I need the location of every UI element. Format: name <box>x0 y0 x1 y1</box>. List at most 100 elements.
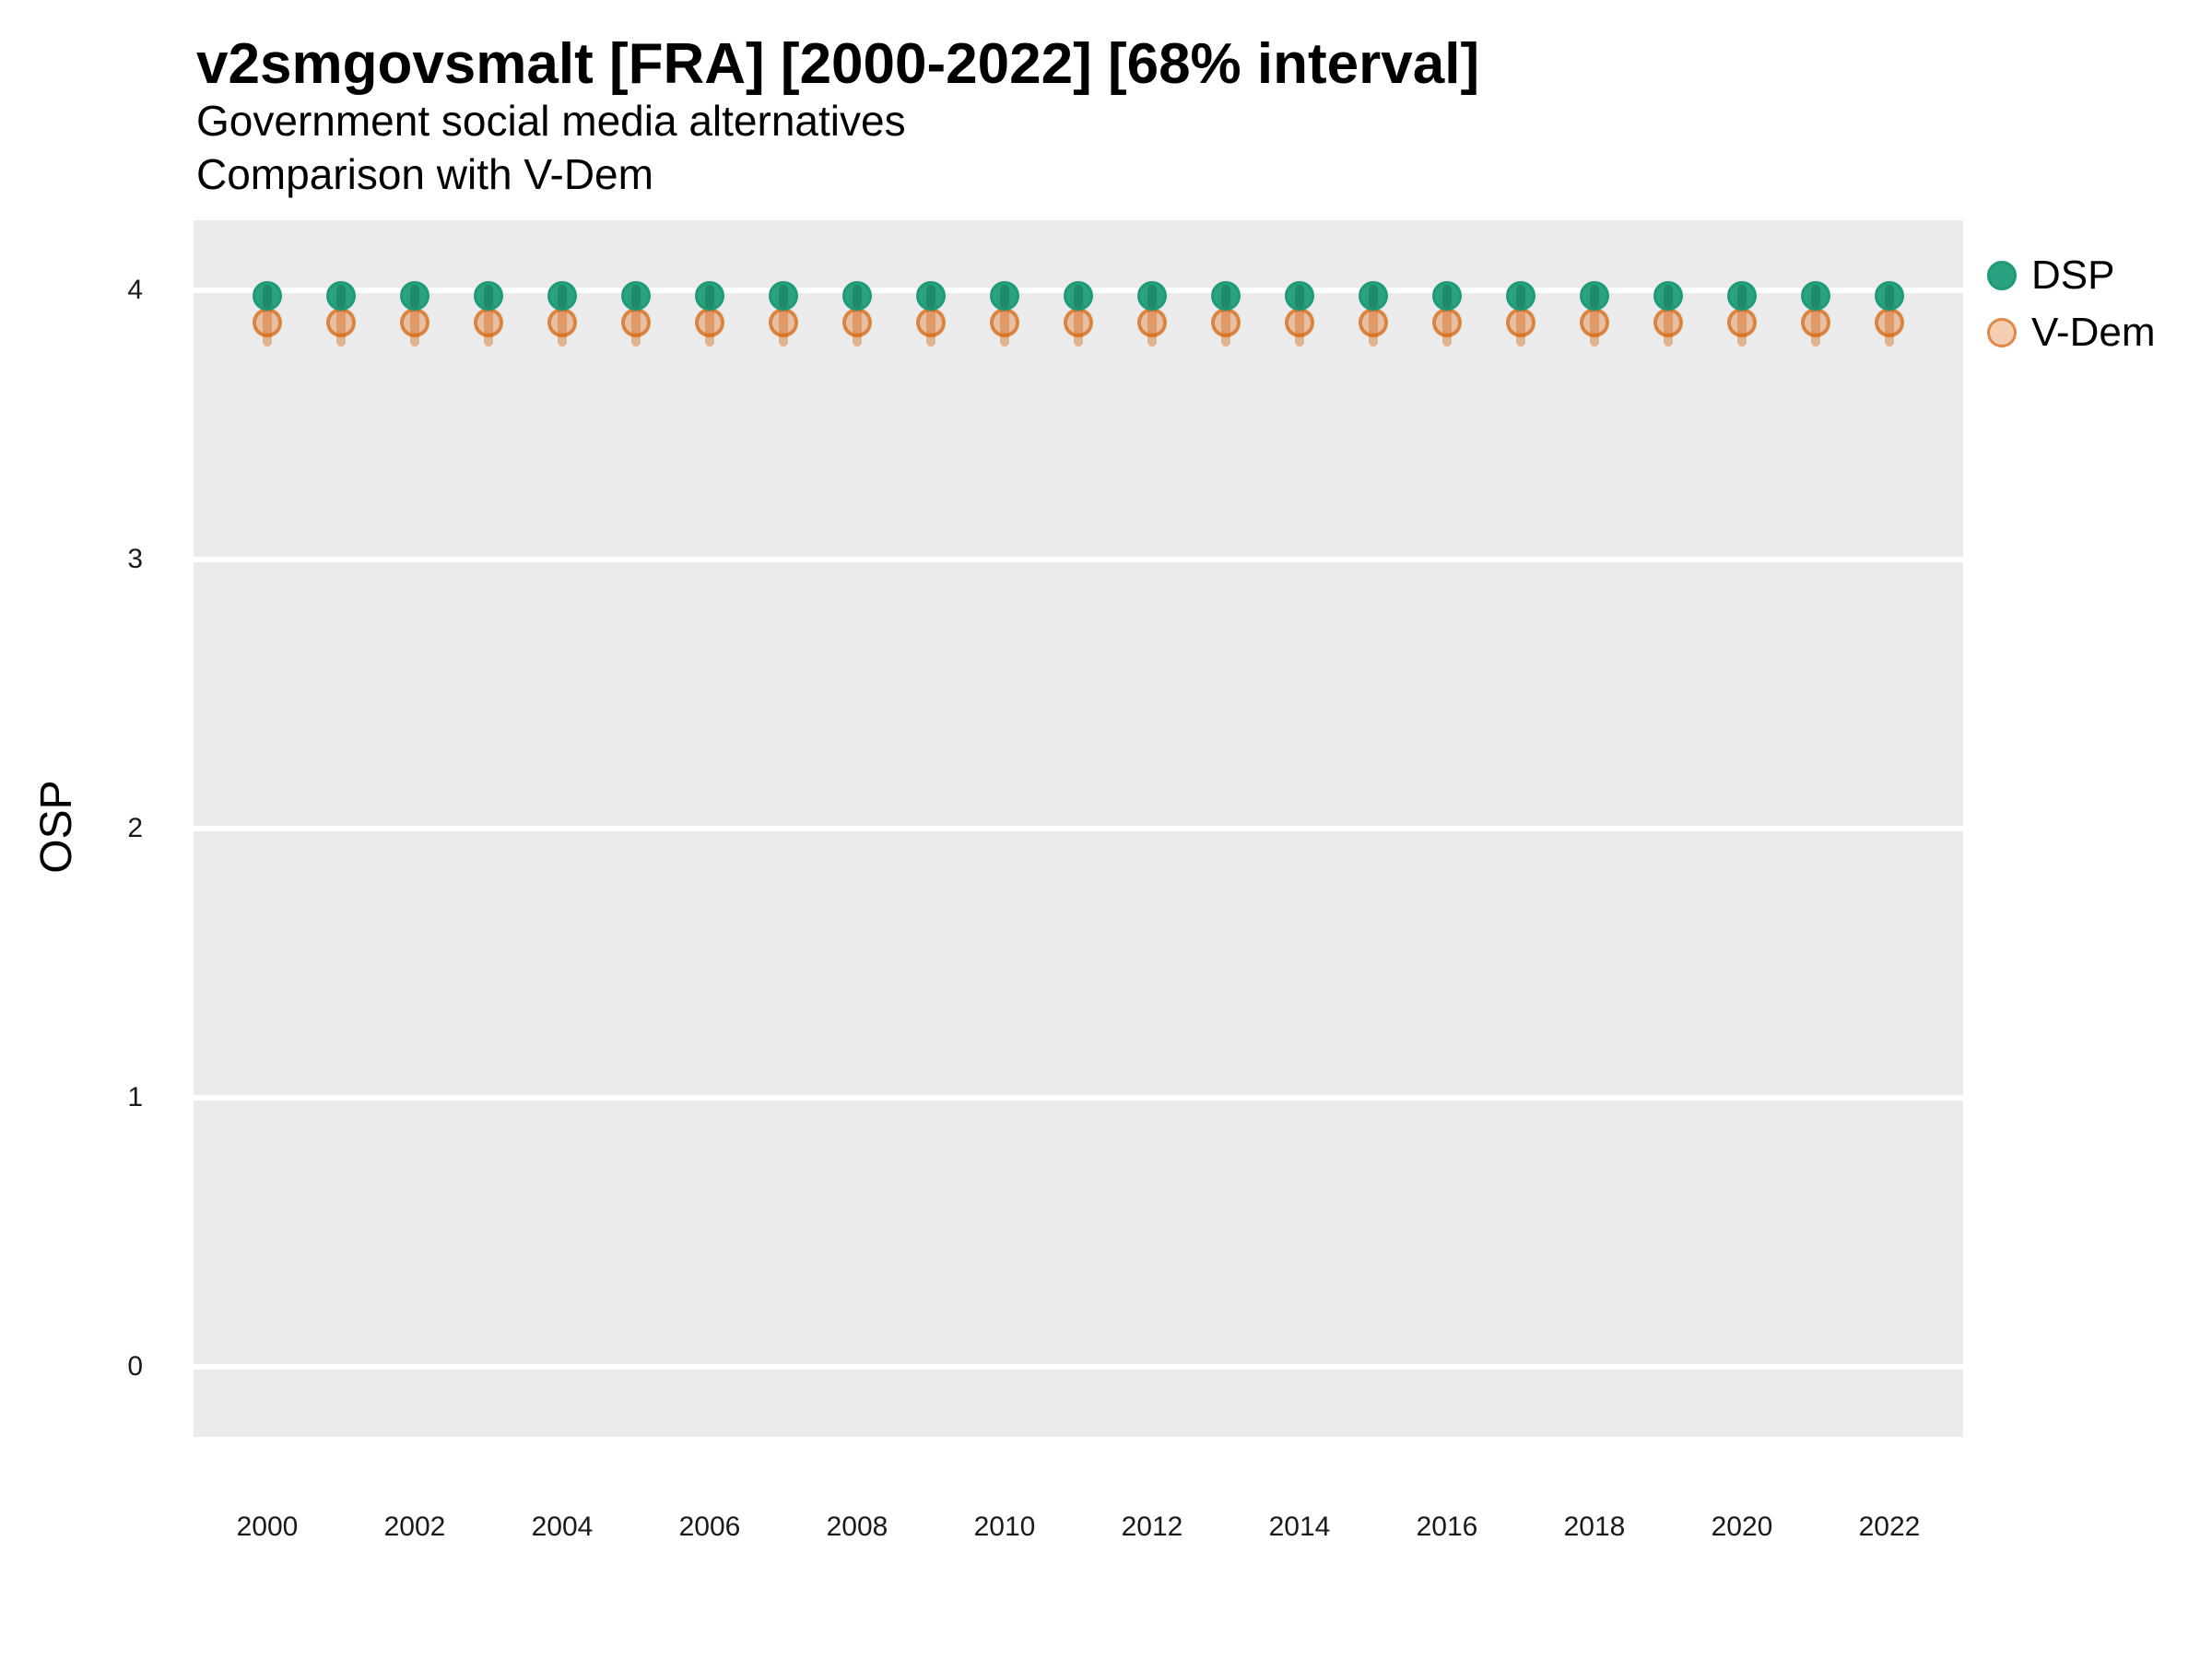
vdem-marker <box>400 308 429 338</box>
x-tick-label-2010: 2010 <box>973 1512 1036 1542</box>
x-tick-label-2022: 2022 <box>1858 1512 1921 1542</box>
dsp-errorbar <box>1074 285 1083 310</box>
gridline-y-1 <box>194 1095 1963 1100</box>
dsp-errorbar <box>926 285 935 310</box>
gridline-y-0 <box>194 1364 1963 1370</box>
dsp-marker <box>1432 280 1462 311</box>
dsp-errorbar <box>1811 285 1820 310</box>
vdem-errorbar <box>779 298 788 347</box>
dsp-marker <box>990 280 1019 311</box>
chart-title: v2smgovsmalt [FRA] [2000-2022] [68% inte… <box>196 32 1480 96</box>
x-tick-label-2004: 2004 <box>531 1512 594 1542</box>
x-tick-label-2000: 2000 <box>236 1512 299 1542</box>
vdem-marker <box>1285 308 1314 338</box>
legend-key-dsp-icon <box>1987 261 2017 290</box>
dsp-errorbar <box>484 285 493 310</box>
dsp-marker <box>1285 280 1314 311</box>
x-tick-label-2002: 2002 <box>383 1512 446 1542</box>
dsp-errorbar <box>1885 285 1894 310</box>
dsp-errorbar <box>1590 285 1599 310</box>
dsp-errorbar <box>779 285 788 310</box>
legend-label-dsp: DSP <box>2031 253 2115 298</box>
dsp-marker <box>1359 280 1388 311</box>
vdem-errorbar <box>1074 298 1083 347</box>
dsp-marker <box>1064 280 1093 311</box>
legend-item-vdem: V-Dem <box>1987 304 2155 361</box>
dsp-marker <box>1580 280 1609 311</box>
dsp-marker <box>326 280 356 311</box>
vdem-errorbar <box>1369 298 1378 347</box>
plot-panel <box>194 220 1963 1437</box>
vdem-errorbar <box>1737 298 1747 347</box>
y-tick-label-2: 2 <box>127 813 143 843</box>
legend-item-dsp: DSP <box>1987 247 2155 304</box>
vdem-errorbar <box>410 298 419 347</box>
vdem-errorbar <box>1516 298 1525 347</box>
vdem-errorbar <box>336 298 346 347</box>
x-tick-label-2012: 2012 <box>1121 1512 1183 1542</box>
dsp-marker <box>695 280 724 311</box>
dsp-errorbar <box>1000 285 1009 310</box>
dsp-marker <box>400 280 429 311</box>
dsp-errorbar <box>1369 285 1378 310</box>
dsp-marker <box>842 280 872 311</box>
dsp-marker <box>916 280 946 311</box>
dsp-marker <box>1137 280 1167 311</box>
dsp-errorbar <box>558 285 567 310</box>
dsp-errorbar <box>1516 285 1525 310</box>
y-tick-label-0: 0 <box>127 1351 143 1382</box>
dsp-marker <box>474 280 503 311</box>
vdem-marker <box>474 308 503 338</box>
vdem-errorbar <box>1590 298 1599 347</box>
chart-subtitle-line1: Government social media alternatives <box>196 97 906 145</box>
vdem-errorbar <box>263 298 272 347</box>
dsp-marker <box>253 280 282 311</box>
x-tick-label-2014: 2014 <box>1268 1512 1331 1542</box>
vdem-marker <box>253 308 282 338</box>
dsp-errorbar <box>1664 285 1673 310</box>
x-tick-label-2018: 2018 <box>1563 1512 1626 1542</box>
legend-label-vdem: V-Dem <box>2031 310 2156 355</box>
vdem-errorbar <box>1147 298 1157 347</box>
y-tick-label-4: 4 <box>127 275 143 305</box>
y-tick-label-1: 1 <box>127 1082 143 1112</box>
dsp-errorbar <box>853 285 862 310</box>
vdem-errorbar <box>558 298 567 347</box>
x-tick-label-2008: 2008 <box>826 1512 888 1542</box>
chart-subtitle-line2: Comparison with V-Dem <box>196 150 653 198</box>
vdem-marker <box>1580 308 1609 338</box>
vdem-marker <box>1875 308 1904 338</box>
dsp-errorbar <box>1221 285 1230 310</box>
vdem-errorbar <box>1811 298 1820 347</box>
dsp-marker <box>769 280 798 311</box>
x-tick-label-2016: 2016 <box>1416 1512 1478 1542</box>
dsp-errorbar <box>1737 285 1747 310</box>
legend: DSP V-Dem <box>1987 247 2155 361</box>
y-tick-label-3: 3 <box>127 544 143 574</box>
y-axis-title: OSP <box>32 780 81 874</box>
vdem-errorbar <box>484 298 493 347</box>
vdem-errorbar <box>1442 298 1452 347</box>
vdem-errorbar <box>1221 298 1230 347</box>
dsp-errorbar <box>410 285 419 310</box>
gridline-y-3 <box>194 557 1963 562</box>
dsp-errorbar <box>631 285 641 310</box>
dsp-marker <box>621 280 651 311</box>
dsp-errorbar <box>1442 285 1452 310</box>
dsp-marker <box>547 280 577 311</box>
vdem-errorbar <box>1885 298 1894 347</box>
dsp-errorbar <box>705 285 714 310</box>
dsp-marker <box>1875 280 1904 311</box>
dsp-marker <box>1801 280 1830 311</box>
dsp-errorbar <box>336 285 346 310</box>
gridline-y-2 <box>194 826 1963 831</box>
vdem-errorbar <box>631 298 641 347</box>
vdem-errorbar <box>1295 298 1304 347</box>
vdem-marker <box>1137 308 1167 338</box>
legend-key-vdem-icon <box>1987 318 2017 347</box>
vdem-errorbar <box>705 298 714 347</box>
dsp-marker <box>1653 280 1683 311</box>
dsp-errorbar <box>1147 285 1157 310</box>
vdem-errorbar <box>853 298 862 347</box>
